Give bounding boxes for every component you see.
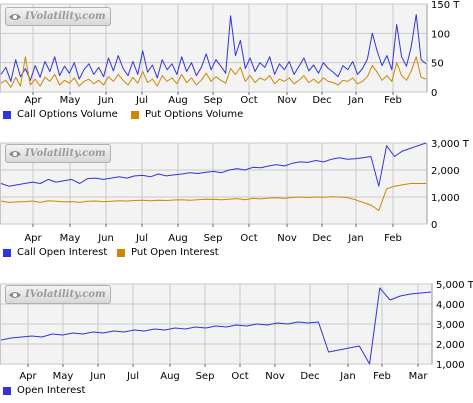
legend-label-put-volume: Put Options Volume — [145, 109, 244, 120]
eye-icon — [9, 291, 21, 298]
y-tick-label: 1,000 — [431, 193, 460, 204]
series-line-open-interest — [0, 287, 432, 365]
y-tick-label: 3,000 — [436, 320, 465, 331]
ivolatility-logo: IVolatility.com — [5, 7, 111, 26]
y-tick-label: 2,000 — [431, 166, 460, 177]
x-tick-label: Jan — [339, 371, 355, 382]
volume-legend: Call Options Volume Put Options Volume — [0, 109, 473, 123]
legend-item-call-volume: Call Options Volume — [3, 109, 118, 120]
legend-item-open-interest: Open Interest — [3, 385, 85, 396]
x-tick-label: Nov — [277, 95, 297, 106]
x-tick-label: Dec — [312, 233, 331, 244]
legend-label-open-interest: Open Interest — [17, 385, 86, 396]
y-tick-label: 5,000 T — [436, 280, 473, 291]
x-tick-label: Sep — [204, 95, 223, 106]
x-tick-label: Jul — [126, 371, 139, 382]
x-tick-label: Jan — [347, 95, 363, 106]
y-tick-label: 150 T — [431, 0, 460, 11]
logo-text: IVolatility.com — [25, 148, 106, 159]
x-tick-label: Dec — [300, 371, 319, 382]
x-tick-label: Aug — [168, 233, 188, 244]
volume-chart-panel: 0 50 100 150 T Apr May Jun Jul Aug Sep Oct Nov Dec Ja… — [0, 0, 473, 130]
y-tick-label: 2,000 — [436, 340, 465, 351]
x-tick-label: Jun — [97, 95, 114, 106]
volume-chart: 0 50 100 150 T Apr May Jun Jul Aug Sep Oct Nov Dec Ja… — [0, 0, 460, 106]
x-tick-label: Nov — [265, 371, 285, 382]
legend-label-put-open-interest: Put Open Interest — [131, 247, 219, 258]
legend-item-put-volume: Put Options Volume — [131, 109, 243, 120]
legend-item-call-open-interest: Call Open Interest — [3, 247, 107, 258]
legend-swatch-open-interest — [3, 386, 11, 395]
x-tick-label: Jun — [97, 233, 114, 244]
legend-swatch-call-open-interest — [3, 248, 11, 257]
y-tick-label: 100 — [431, 29, 450, 40]
legend-item-put-open-interest: Put Open Interest — [117, 247, 219, 258]
x-tick-label: May — [60, 95, 81, 106]
eye-icon — [9, 150, 21, 157]
x-tick-label: Apr — [24, 95, 42, 106]
open-interest-total-chart: 1,000 2,000 3,000 4,000 5,000 T Apr May Jun Jul A… — [0, 280, 473, 382]
x-tick-label: Feb — [373, 371, 391, 382]
series-line-call-open-interest — [0, 142, 427, 187]
x-tick-label: Mar — [409, 371, 429, 382]
x-tick-label: Feb — [384, 95, 402, 106]
x-tick-label: Dec — [312, 95, 331, 106]
x-tick-label: Aug — [168, 95, 188, 106]
x-tick-label: Jul — [135, 95, 148, 106]
ivolatility-logo: IVolatility.com — [5, 144, 111, 163]
eye-icon — [9, 13, 21, 20]
legend-label-call-volume: Call Options Volume — [17, 109, 118, 120]
series-line-call-options-volume — [0, 14, 427, 82]
y-tick-label: 0 — [431, 220, 437, 231]
x-tick-label: Sep — [204, 233, 223, 244]
y-tick-label: 4,000 — [436, 300, 465, 311]
x-tick-label: May — [60, 233, 81, 244]
y-tick-label: 3,000 T — [431, 139, 470, 150]
open-interest-split-legend: Call Open Interest Put Open Interest — [0, 247, 473, 261]
x-tick-label: Jul — [135, 233, 148, 244]
x-tick-label: Apr — [19, 371, 37, 382]
x-tick-label: Jan — [347, 233, 363, 244]
y-tick-label: 1,000 — [436, 360, 465, 371]
x-tick-label: Apr — [24, 233, 42, 244]
legend-label-call-open-interest: Call Open Interest — [17, 247, 108, 258]
ivolatility-logo: IVolatility.com — [5, 285, 111, 304]
series-line-put-open-interest — [0, 183, 426, 211]
x-tick-label: Feb — [384, 233, 402, 244]
legend-swatch-put-volume — [131, 110, 139, 119]
logo-text: IVolatility.com — [25, 289, 106, 300]
open-interest-total-legend: Open Interest — [0, 385, 473, 399]
x-tick-label: Sep — [196, 371, 215, 382]
legend-swatch-put-open-interest — [117, 248, 125, 257]
x-tick-label: Oct — [240, 95, 257, 106]
x-tick-label: Jun — [89, 371, 106, 382]
x-tick-label: Oct — [240, 233, 257, 244]
series-line-put-options-volume — [0, 56, 427, 88]
y-tick-label: 50 — [431, 59, 444, 70]
x-tick-label: Aug — [160, 371, 180, 382]
open-interest-split-panel: 0 1,000 2,000 3,000 T Apr May Jun Jul Aug Sep Oct N… — [0, 135, 473, 265]
x-tick-label: May — [53, 371, 74, 382]
y-tick-label: 0 — [431, 88, 437, 99]
logo-text: IVolatility.com — [25, 11, 106, 22]
x-tick-label: Nov — [277, 233, 297, 244]
open-interest-total-panel: 1,000 2,000 3,000 4,000 5,000 T Apr May Jun Jul A… — [0, 271, 473, 403]
x-tick-label: Oct — [231, 371, 248, 382]
legend-swatch-call-volume — [3, 110, 11, 119]
